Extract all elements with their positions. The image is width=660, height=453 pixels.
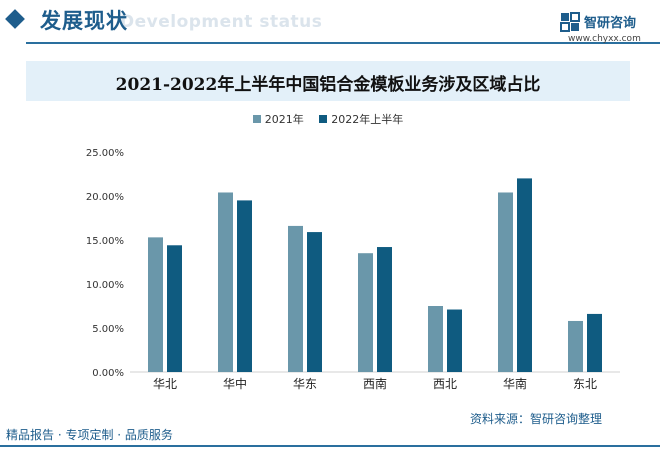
x-tick-label: 华东 xyxy=(293,377,317,391)
legend-item-2022h1: 2022年上半年 xyxy=(319,111,403,127)
bar-2022h1 xyxy=(447,309,462,372)
header-divider xyxy=(26,42,660,44)
bar-2021 xyxy=(358,253,373,372)
footer-slogan: 精品报告 · 专项定制 · 品质服务 xyxy=(6,428,173,442)
bar-2022h1 xyxy=(587,313,602,372)
bar-2021 xyxy=(498,192,513,372)
y-tick-label: 20.00% xyxy=(86,192,124,203)
y-tick-label: 0.00% xyxy=(92,368,124,379)
chart: 2021-2022年上半年中国铝合金模板业务涉及区域占比 2021年 2022年… xyxy=(26,61,630,394)
section-title: 发展现状 xyxy=(40,9,128,33)
bar-2022h1 xyxy=(307,232,322,372)
legend-label: 2022年上半年 xyxy=(331,113,404,126)
logo-name: 智研咨询 xyxy=(584,16,637,31)
bar-2021 xyxy=(218,192,233,372)
legend-item-2021: 2021年 xyxy=(252,111,304,127)
x-tick-label: 西北 xyxy=(433,377,457,391)
logo-icon xyxy=(560,12,580,32)
bar-2022h1 xyxy=(517,178,532,372)
logo-url: www.chyxx.com xyxy=(568,34,641,44)
x-tick-label: 西南 xyxy=(363,376,387,391)
bar-2021 xyxy=(568,320,583,372)
bar-2021 xyxy=(148,237,163,372)
chart-title: 2021-2022年上半年中国铝合金模板业务涉及区域占比 xyxy=(115,75,541,95)
legend-swatch xyxy=(319,115,328,123)
footer-divider xyxy=(0,445,660,447)
plot-area: 0.00% 5.00% 10.00% 15.00% 20.00% 25.00% 华北 华中 华东… xyxy=(86,148,620,391)
legend-swatch xyxy=(252,115,261,123)
logo: 智研咨询 www.chyxx.com xyxy=(560,10,650,46)
x-tick-label: 华南 xyxy=(503,376,527,391)
bar-2022h1 xyxy=(167,245,182,372)
x-tick-label: 东北 xyxy=(573,377,597,391)
y-tick-label: 25.00% xyxy=(86,148,124,159)
source-note: 资料来源：智研咨询整理 xyxy=(470,412,603,426)
chart-title-band xyxy=(26,61,630,101)
header: Development status 发展现状 智研咨询 www.chyxx.c… xyxy=(0,0,660,52)
legend-label: 2021年 xyxy=(264,113,304,126)
x-tick-label: 华中 xyxy=(223,376,247,391)
bar-2022h1 xyxy=(237,200,252,372)
y-tick-label: 10.00% xyxy=(86,280,124,291)
y-tick-label: 15.00% xyxy=(86,236,124,247)
section-subtitle: Development status xyxy=(120,12,323,32)
y-tick-label: 5.00% xyxy=(92,324,124,335)
x-tick-label: 华北 xyxy=(153,377,177,391)
bar-2022h1 xyxy=(377,247,392,372)
bar-2021 xyxy=(428,306,443,372)
legend: 2021年 2022年上半年 xyxy=(26,111,630,127)
bar-2021 xyxy=(288,225,303,372)
diamond-icon xyxy=(5,9,25,29)
